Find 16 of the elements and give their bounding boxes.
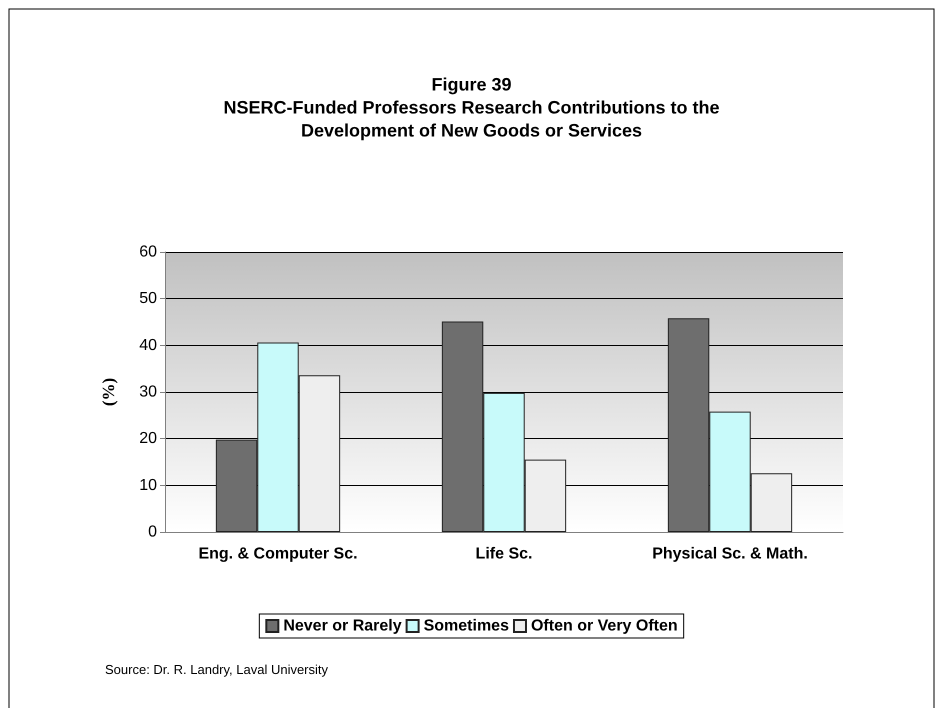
legend-label: Sometimes	[424, 618, 510, 634]
x-tick-label: Eng. & Computer Sc.	[198, 546, 358, 562]
y-tick-label: 0	[148, 524, 158, 540]
y-tick-label: 50	[139, 290, 158, 308]
y-tick-label: 20	[139, 430, 158, 448]
legend-label: Never or Rarely	[283, 618, 402, 634]
y-tick-label: 10	[139, 476, 158, 494]
legend-label: Often or Very Often	[530, 618, 678, 634]
y-tick-label: 30	[139, 384, 158, 400]
y-tick-label: 40	[139, 336, 158, 354]
chart-title: Figure 39 NSERC-Funded Professors Research Contributions to the Development of New Goods or Services	[223, 74, 720, 140]
x-tick-label: Life Sc.	[476, 546, 532, 562]
x-tick-label: Physical Sc. & Math.	[652, 546, 808, 562]
y-tick-label: 60	[139, 244, 158, 260]
y-axis-title: (%)	[99, 378, 118, 406]
source-note: Source: Dr. R. Landry, Laval University	[105, 662, 329, 677]
